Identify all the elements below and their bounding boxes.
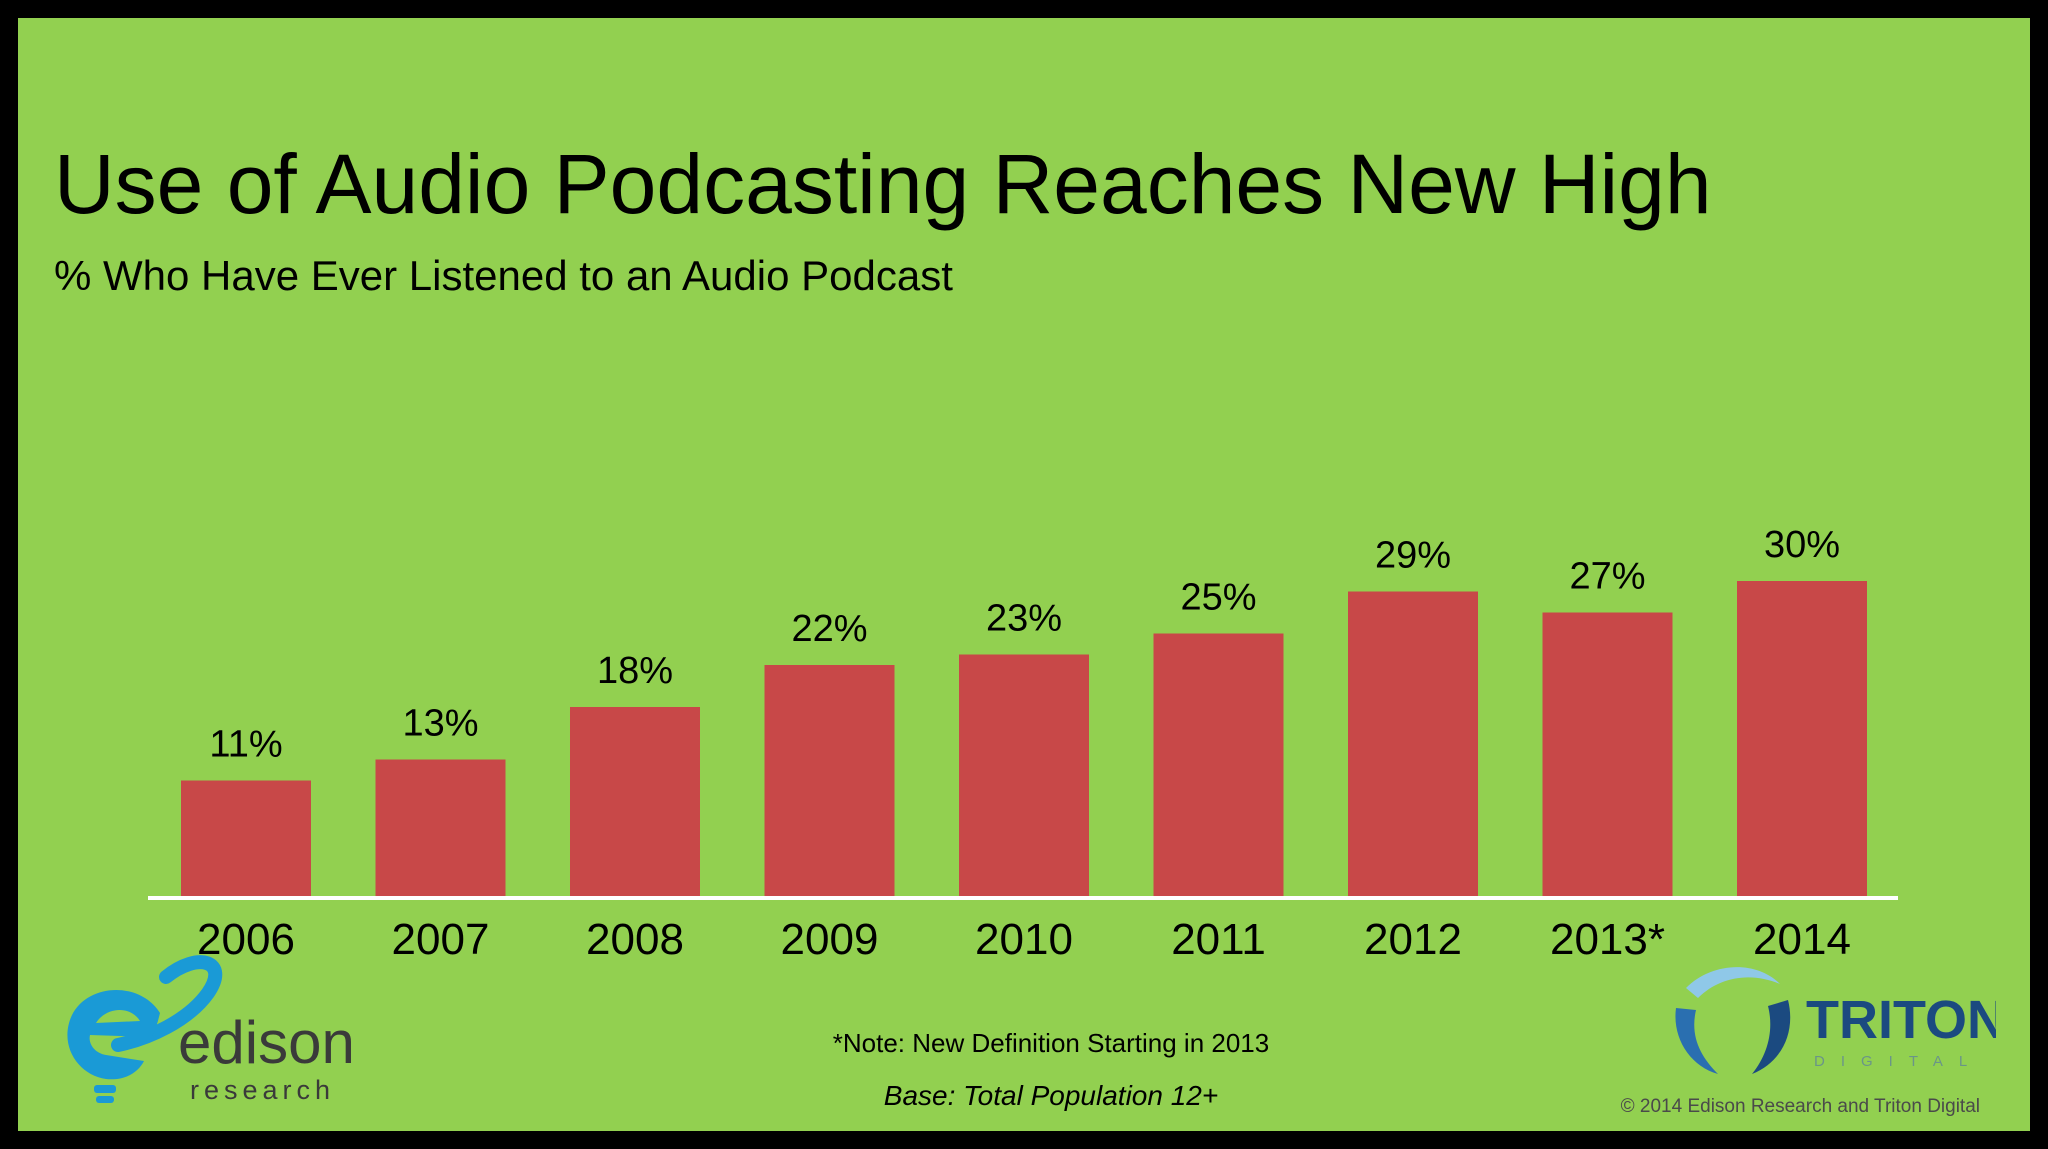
copyright-text: © 2014 Edison Research and Triton Digita… xyxy=(1620,1096,1980,1117)
triton-ring-left-icon xyxy=(1675,1008,1718,1074)
edison-research-logo: edison research xyxy=(67,955,355,1105)
value-label-2009: 22% xyxy=(791,608,867,650)
chart-title: Use of Audio Podcasting Reaches New High xyxy=(54,137,1712,231)
slide: Use of Audio Podcasting Reaches New High… xyxy=(18,18,2030,1131)
triton-digital-logo: TRITON DIGITAL xyxy=(1675,967,1996,1074)
triton-tagline: DIGITAL xyxy=(1814,1053,1983,1070)
value-label-2012: 29% xyxy=(1375,535,1451,577)
value-label-2010: 23% xyxy=(986,598,1062,640)
edison-wordmark: edison xyxy=(178,1009,355,1076)
edison-tagline: research xyxy=(190,1075,335,1105)
category-label-2007: 2007 xyxy=(392,915,490,964)
chart-subtitle: % Who Have Ever Listened to an Audio Pod… xyxy=(54,252,953,299)
bar-2008 xyxy=(570,707,700,896)
base-note: Base: Total Population 12+ xyxy=(883,1080,1219,1111)
value-label-2006: 11% xyxy=(209,724,282,766)
bar-2014 xyxy=(1737,581,1867,896)
triton-ring-right-icon xyxy=(1752,1000,1791,1074)
value-label-2007: 13% xyxy=(402,703,478,745)
bar-2007 xyxy=(375,759,506,896)
category-label-2012: 2012 xyxy=(1364,915,1462,964)
value-labels-group: 11% 13% 18% 22% 23% 25% 29% 27% 30% xyxy=(209,524,1840,766)
category-label-2006: 2006 xyxy=(197,915,295,964)
edison-bulb-base-icon-2 xyxy=(96,1096,114,1103)
edison-bulb-base-icon xyxy=(94,1085,116,1093)
bars-group xyxy=(181,581,1867,896)
bar-2009 xyxy=(764,665,895,896)
category-label-2011: 2011 xyxy=(1171,915,1266,964)
value-label-2011: 25% xyxy=(1180,577,1256,619)
bar-2012 xyxy=(1348,591,1478,896)
category-label-2013: 2013* xyxy=(1550,915,1665,964)
bar-2011 xyxy=(1153,633,1284,896)
value-label-2013: 27% xyxy=(1569,556,1645,598)
edison-bulb-icon xyxy=(67,989,160,1080)
category-label-2009: 2009 xyxy=(781,915,879,964)
category-labels-group: 2006 2007 2008 2009 2010 2011 2012 2013* 2014 xyxy=(197,915,1851,964)
value-label-2008: 18% xyxy=(597,650,673,692)
category-label-2014: 2014 xyxy=(1753,915,1851,964)
bar-2006 xyxy=(181,780,311,896)
bar-chart: 11% 13% 18% 22% 23% 25% 29% 27% 30% 2006 2007 2008… xyxy=(148,524,1898,964)
definition-note: *Note: New Definition Starting in 2013 xyxy=(832,1028,1270,1058)
bar-2013 xyxy=(1542,612,1673,896)
category-label-2008: 2008 xyxy=(586,915,684,964)
category-label-2010: 2010 xyxy=(975,915,1073,964)
triton-wordmark: TRITON xyxy=(1806,990,1996,1050)
bar-2010 xyxy=(959,654,1089,896)
triton-ring-top-icon xyxy=(1686,967,1780,998)
value-label-2014: 30% xyxy=(1764,524,1840,566)
